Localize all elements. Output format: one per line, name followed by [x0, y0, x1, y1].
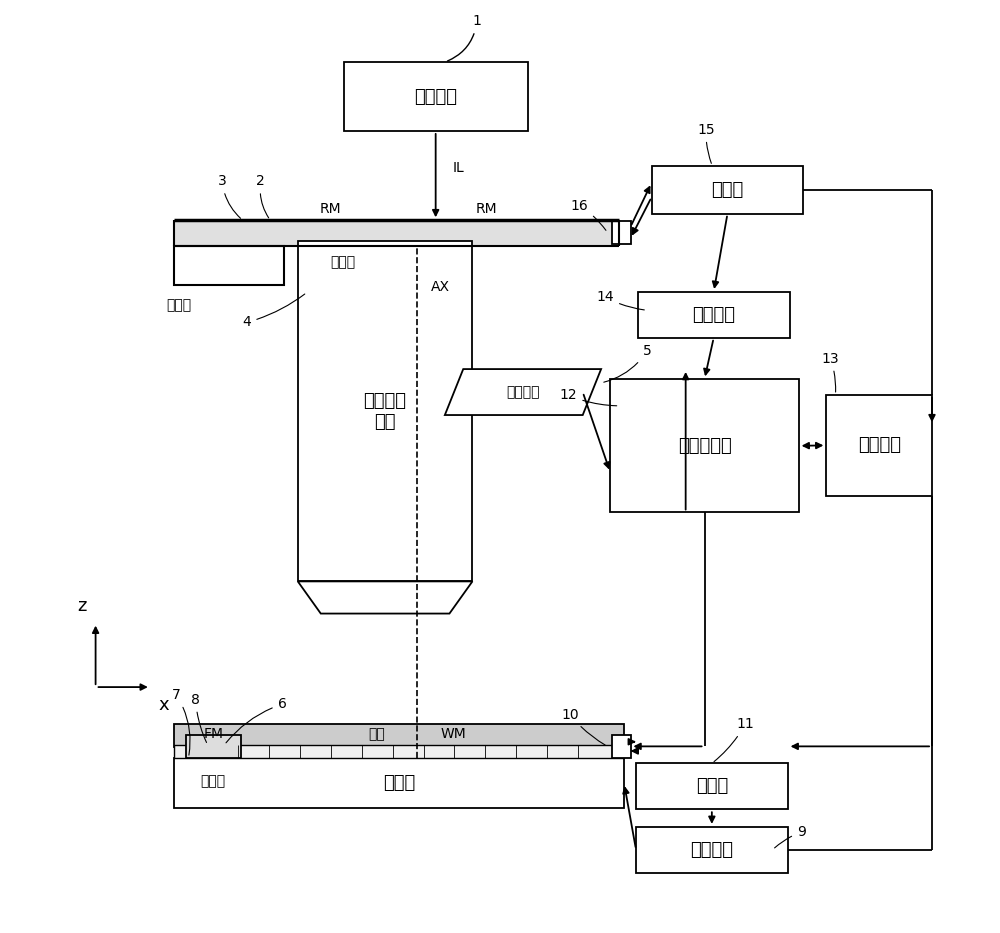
Text: 10: 10	[562, 708, 605, 745]
FancyBboxPatch shape	[344, 63, 528, 131]
FancyBboxPatch shape	[612, 221, 631, 244]
Text: 硅片台: 硅片台	[383, 774, 415, 792]
Text: 驱动系统: 驱动系统	[690, 841, 733, 858]
FancyBboxPatch shape	[610, 379, 799, 512]
Text: 主控制系统: 主控制系统	[678, 437, 731, 454]
Text: WM: WM	[440, 727, 466, 741]
FancyBboxPatch shape	[298, 242, 472, 581]
Text: z: z	[77, 597, 86, 616]
FancyBboxPatch shape	[174, 220, 619, 246]
Text: 硅片: 硅片	[368, 727, 385, 741]
Text: IL: IL	[452, 160, 464, 174]
Text: 掎模版: 掎模版	[331, 256, 356, 270]
Text: 14: 14	[597, 290, 644, 310]
Polygon shape	[298, 581, 472, 614]
FancyBboxPatch shape	[826, 395, 932, 496]
FancyBboxPatch shape	[636, 827, 788, 872]
Text: 对准系统: 对准系统	[506, 385, 540, 399]
Text: 干涉仪: 干涉仪	[696, 777, 728, 795]
Text: 掎模台: 掎模台	[166, 298, 191, 312]
Text: AX: AX	[431, 280, 450, 294]
Text: 15: 15	[697, 123, 715, 163]
Text: RM: RM	[319, 202, 341, 216]
Text: 照明系统: 照明系统	[414, 88, 457, 105]
Text: 7: 7	[172, 688, 190, 755]
Text: FM: FM	[203, 727, 223, 741]
Text: 16: 16	[571, 199, 606, 230]
Text: x: x	[158, 696, 169, 715]
Text: 伺服系统: 伺服系统	[858, 437, 901, 454]
Text: 8: 8	[191, 692, 207, 743]
Text: 11: 11	[714, 717, 754, 761]
Text: 13: 13	[822, 352, 839, 392]
Text: 驱动系统: 驱动系统	[692, 306, 735, 324]
Text: 5: 5	[604, 344, 651, 383]
Text: 2: 2	[256, 174, 269, 218]
Text: 9: 9	[775, 825, 806, 848]
FancyBboxPatch shape	[612, 735, 631, 758]
Text: 基准板: 基准板	[201, 773, 226, 787]
Text: 12: 12	[560, 388, 617, 406]
Polygon shape	[445, 369, 601, 415]
Text: 1: 1	[447, 14, 481, 61]
FancyBboxPatch shape	[174, 724, 624, 746]
FancyBboxPatch shape	[174, 758, 624, 808]
Text: 4: 4	[243, 294, 305, 329]
FancyBboxPatch shape	[652, 166, 803, 214]
Text: 3: 3	[218, 174, 241, 218]
FancyBboxPatch shape	[174, 246, 284, 285]
FancyBboxPatch shape	[186, 735, 241, 758]
FancyBboxPatch shape	[638, 292, 790, 338]
Text: 6: 6	[226, 697, 286, 743]
Text: RM: RM	[475, 202, 497, 216]
Text: 投影光学
系统: 投影光学 系统	[364, 392, 407, 431]
FancyBboxPatch shape	[636, 763, 788, 809]
Text: 干涉仪: 干涉仪	[711, 181, 744, 199]
FancyBboxPatch shape	[174, 745, 624, 758]
